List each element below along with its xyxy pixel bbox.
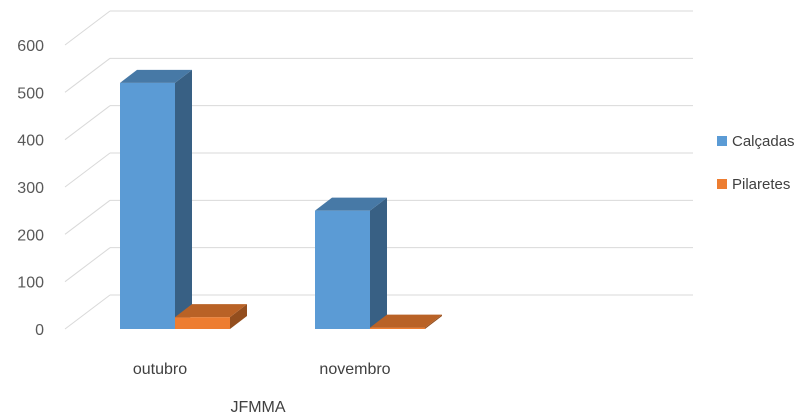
- gridline-side: [64, 199, 111, 235]
- bar-side: [175, 69, 192, 329]
- x-axis-label: JFMMA: [230, 399, 285, 416]
- bar-top: [370, 314, 442, 328]
- legend-swatch: [717, 179, 727, 189]
- gridline-side: [64, 294, 111, 330]
- y-tick-label: 600: [17, 38, 44, 55]
- bar-side: [370, 197, 387, 329]
- bar-top: [175, 304, 247, 318]
- bar-side: [230, 304, 247, 329]
- y-tick-label: 0: [35, 322, 44, 339]
- bar-top: [120, 69, 192, 83]
- y-tick-label: 300: [17, 180, 44, 197]
- gridline-side: [64, 57, 111, 93]
- legend-label: Pilaretes: [732, 176, 790, 193]
- x-axis-categories: outubro novembro: [133, 361, 391, 378]
- gridlines: [64, 10, 693, 330]
- bar: [120, 69, 192, 329]
- legend-label: Calçadas: [732, 133, 795, 150]
- gridline-side: [64, 10, 111, 46]
- legend: Calçadas Pilaretes: [717, 133, 795, 193]
- y-tick-label: 100: [17, 275, 44, 292]
- bar-front: [120, 82, 175, 329]
- y-tick-label: 500: [17, 85, 44, 102]
- gridline-side: [64, 105, 111, 141]
- bar-side: [425, 314, 442, 329]
- legend-swatch: [717, 136, 727, 146]
- bar-front: [315, 210, 370, 329]
- y-tick-label: 400: [17, 133, 44, 150]
- bar-top: [315, 197, 387, 211]
- y-tick-label: 200: [17, 227, 44, 244]
- bar: [175, 304, 247, 329]
- bar-front: [175, 317, 230, 329]
- gridline-side: [64, 247, 111, 283]
- bars: [120, 69, 442, 329]
- bar: [315, 197, 387, 329]
- bar-front: [370, 327, 425, 329]
- x-category-label: novembro: [319, 361, 390, 378]
- gridline-side: [64, 152, 111, 188]
- y-axis-ticks: 0 100 200 300 400 500 600: [17, 38, 44, 339]
- bar: [370, 314, 442, 329]
- x-category-label: outubro: [133, 361, 187, 378]
